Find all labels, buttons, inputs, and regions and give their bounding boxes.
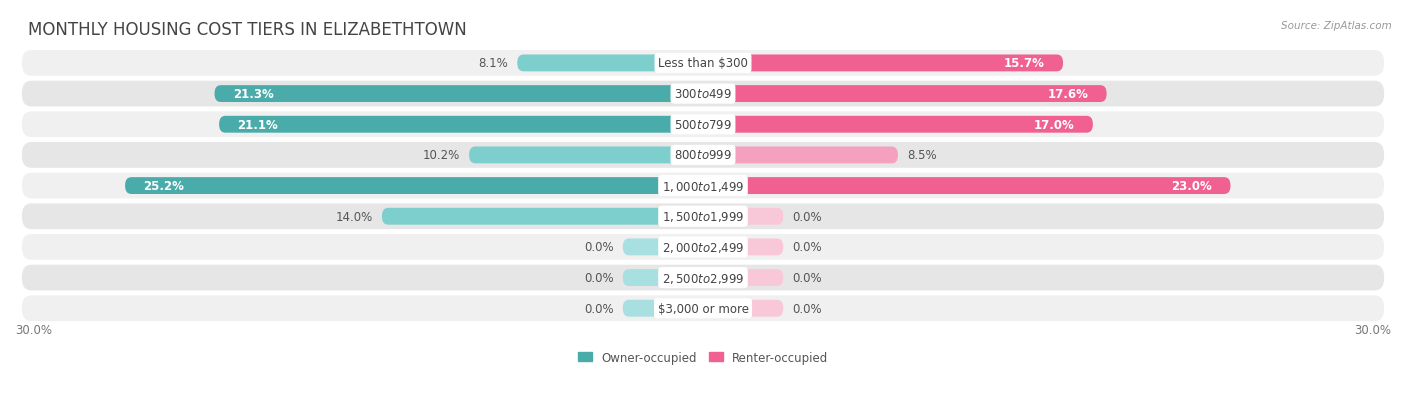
FancyBboxPatch shape [703,55,1063,72]
FancyBboxPatch shape [470,147,703,164]
Text: 17.6%: 17.6% [1047,88,1088,101]
Text: $800 to $999: $800 to $999 [673,149,733,162]
FancyBboxPatch shape [215,86,703,103]
FancyBboxPatch shape [703,239,783,256]
FancyBboxPatch shape [703,86,1107,103]
Text: 23.0%: 23.0% [1171,180,1212,192]
Text: 0.0%: 0.0% [793,271,823,285]
Text: 0.0%: 0.0% [583,302,613,315]
FancyBboxPatch shape [703,208,783,225]
FancyBboxPatch shape [22,173,1384,199]
Text: 8.5%: 8.5% [907,149,936,162]
FancyBboxPatch shape [22,142,1384,169]
FancyBboxPatch shape [219,116,703,133]
Text: 8.1%: 8.1% [478,57,508,70]
Text: 0.0%: 0.0% [583,271,613,285]
Text: 10.2%: 10.2% [423,149,460,162]
Text: 21.3%: 21.3% [233,88,274,101]
FancyBboxPatch shape [703,116,1092,133]
FancyBboxPatch shape [22,204,1384,230]
FancyBboxPatch shape [22,81,1384,107]
Text: MONTHLY HOUSING COST TIERS IN ELIZABETHTOWN: MONTHLY HOUSING COST TIERS IN ELIZABETHT… [28,21,467,38]
Text: Source: ZipAtlas.com: Source: ZipAtlas.com [1281,21,1392,31]
FancyBboxPatch shape [22,51,1384,76]
FancyBboxPatch shape [703,147,898,164]
Text: $2,500 to $2,999: $2,500 to $2,999 [662,271,744,285]
Text: 0.0%: 0.0% [793,302,823,315]
Text: 0.0%: 0.0% [583,241,613,254]
Text: $3,000 or more: $3,000 or more [658,302,748,315]
FancyBboxPatch shape [623,239,703,256]
Text: $500 to $799: $500 to $799 [673,119,733,131]
Text: $1,000 to $1,499: $1,000 to $1,499 [662,179,744,193]
Text: $300 to $499: $300 to $499 [673,88,733,101]
FancyBboxPatch shape [703,270,783,286]
FancyBboxPatch shape [703,178,1230,195]
Text: 25.2%: 25.2% [143,180,184,192]
Text: 0.0%: 0.0% [793,241,823,254]
FancyBboxPatch shape [22,265,1384,291]
Text: $2,000 to $2,499: $2,000 to $2,499 [662,240,744,254]
Text: 21.1%: 21.1% [238,119,278,131]
Text: 15.7%: 15.7% [1004,57,1045,70]
Legend: Owner-occupied, Renter-occupied: Owner-occupied, Renter-occupied [572,346,834,369]
FancyBboxPatch shape [517,55,703,72]
Text: 30.0%: 30.0% [15,323,52,336]
FancyBboxPatch shape [623,270,703,286]
FancyBboxPatch shape [22,235,1384,260]
Text: 14.0%: 14.0% [336,210,373,223]
FancyBboxPatch shape [623,300,703,317]
FancyBboxPatch shape [125,178,703,195]
Text: 30.0%: 30.0% [1354,323,1391,336]
FancyBboxPatch shape [22,296,1384,321]
FancyBboxPatch shape [703,300,783,317]
Text: Less than $300: Less than $300 [658,57,748,70]
Text: 0.0%: 0.0% [793,210,823,223]
Text: 17.0%: 17.0% [1033,119,1074,131]
FancyBboxPatch shape [382,208,703,225]
Text: $1,500 to $1,999: $1,500 to $1,999 [662,210,744,224]
FancyBboxPatch shape [22,112,1384,138]
